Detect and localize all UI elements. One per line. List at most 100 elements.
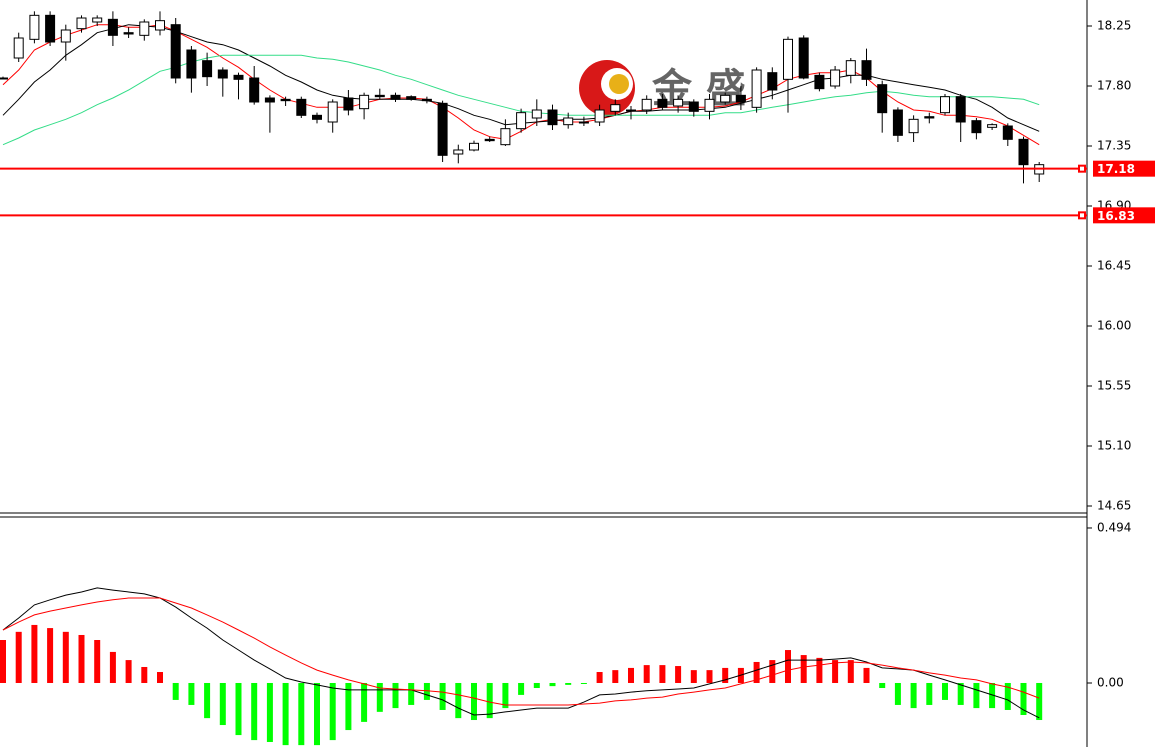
histogram-bar: [706, 670, 713, 683]
histogram-bar: [863, 667, 870, 683]
histogram-bar: [235, 682, 242, 736]
candle-body: [1018, 138, 1029, 166]
histogram-bar: [675, 666, 682, 683]
candle-body: [296, 98, 307, 116]
level-label: 17.18: [1097, 162, 1135, 176]
candle-body: [767, 72, 778, 91]
histogram-bar: [408, 682, 415, 705]
candle-body: [971, 120, 982, 134]
candle-body: [437, 102, 448, 156]
histogram-bar: [314, 682, 320, 746]
candle-body: [484, 138, 495, 142]
histogram-bar: [910, 682, 917, 709]
histogram-bar: [439, 682, 446, 710]
histogram-bar: [816, 657, 823, 683]
histogram-bar: [926, 682, 933, 705]
histogram-bar: [282, 682, 289, 746]
candle-body: [343, 97, 354, 111]
candle-body: [987, 124, 998, 128]
candle-body: [202, 60, 213, 78]
candle-body: [139, 21, 150, 36]
candle-body: [641, 98, 652, 111]
histogram-bar: [345, 682, 352, 731]
candle-body: [720, 94, 731, 103]
histogram-bar: [471, 682, 477, 721]
candle-body: [814, 74, 825, 90]
candle-body: [892, 109, 903, 136]
candle-body: [578, 121, 589, 124]
candle-body: [312, 114, 322, 120]
candle-body: [13, 37, 24, 59]
candle-body: [390, 94, 401, 100]
candle-body: [531, 109, 542, 119]
histogram-bar: [879, 682, 886, 689]
candle-body: [123, 32, 134, 35]
histogram-bar: [298, 682, 305, 746]
level-marker: [1078, 211, 1086, 220]
candle-body: [830, 69, 841, 87]
candle-body: [249, 77, 260, 103]
histogram-bar: [565, 682, 572, 685]
candle-body: [563, 117, 574, 126]
candle-body: [908, 118, 919, 134]
level-marker: [1078, 164, 1086, 173]
candle-body: [594, 109, 605, 123]
candle-body: [955, 96, 966, 123]
histogram-bar: [989, 682, 996, 709]
candle-body: [107, 18, 118, 36]
histogram-bar: [1004, 682, 1011, 710]
histogram-bar: [580, 682, 587, 684]
candle-body: [516, 112, 527, 130]
candle-body: [264, 97, 275, 103]
histogram-bar: [533, 682, 540, 689]
histogram-bar: [942, 682, 948, 700]
histogram-bar: [596, 672, 603, 683]
candle-body: [626, 109, 636, 112]
histogram-bar: [47, 628, 54, 683]
histogram-bar: [832, 660, 839, 683]
histogram-bar: [0, 640, 6, 683]
histogram-bar: [628, 667, 634, 683]
candle-body: [76, 17, 87, 30]
candle-body: [688, 101, 699, 112]
candle-body: [92, 17, 103, 23]
candle-body: [186, 49, 197, 79]
candle-body: [673, 98, 684, 107]
histogram-bar: [455, 682, 462, 719]
candle-body: [170, 24, 181, 79]
histogram-bar: [392, 682, 399, 709]
candle-body: [924, 116, 935, 119]
y-tick-label: 17.35: [1097, 139, 1131, 153]
candle-body: [704, 98, 715, 112]
histogram-bar: [376, 682, 383, 712]
histogram-bar: [769, 660, 776, 683]
y-tick-label: 0.494: [1097, 520, 1131, 534]
histogram-bar: [659, 665, 666, 683]
histogram-bar: [518, 682, 525, 695]
histogram-bar: [172, 682, 179, 700]
histogram-bar: [188, 682, 195, 705]
histogram-bar: [157, 672, 163, 683]
y-tick-label: 14.65: [1097, 499, 1131, 513]
candle-body: [1002, 125, 1013, 140]
candle-body: [233, 74, 244, 80]
histogram-bar: [722, 667, 729, 683]
histogram-bar: [266, 682, 273, 742]
histogram-bar: [109, 651, 116, 683]
candle-body: [877, 84, 888, 114]
candle-body: [783, 38, 793, 80]
candle-body: [861, 60, 872, 80]
histogram-bar: [423, 682, 430, 700]
candle-body: [751, 69, 762, 108]
histogram-bar: [502, 682, 509, 709]
histogram-bar: [549, 682, 556, 687]
candle-body: [421, 98, 432, 102]
candle-body: [406, 96, 417, 100]
histogram-bar: [612, 670, 619, 683]
y-tick-label: 16.45: [1097, 259, 1131, 273]
histogram-bar: [329, 682, 336, 741]
histogram-bar: [251, 682, 258, 741]
candle-body: [217, 69, 228, 79]
